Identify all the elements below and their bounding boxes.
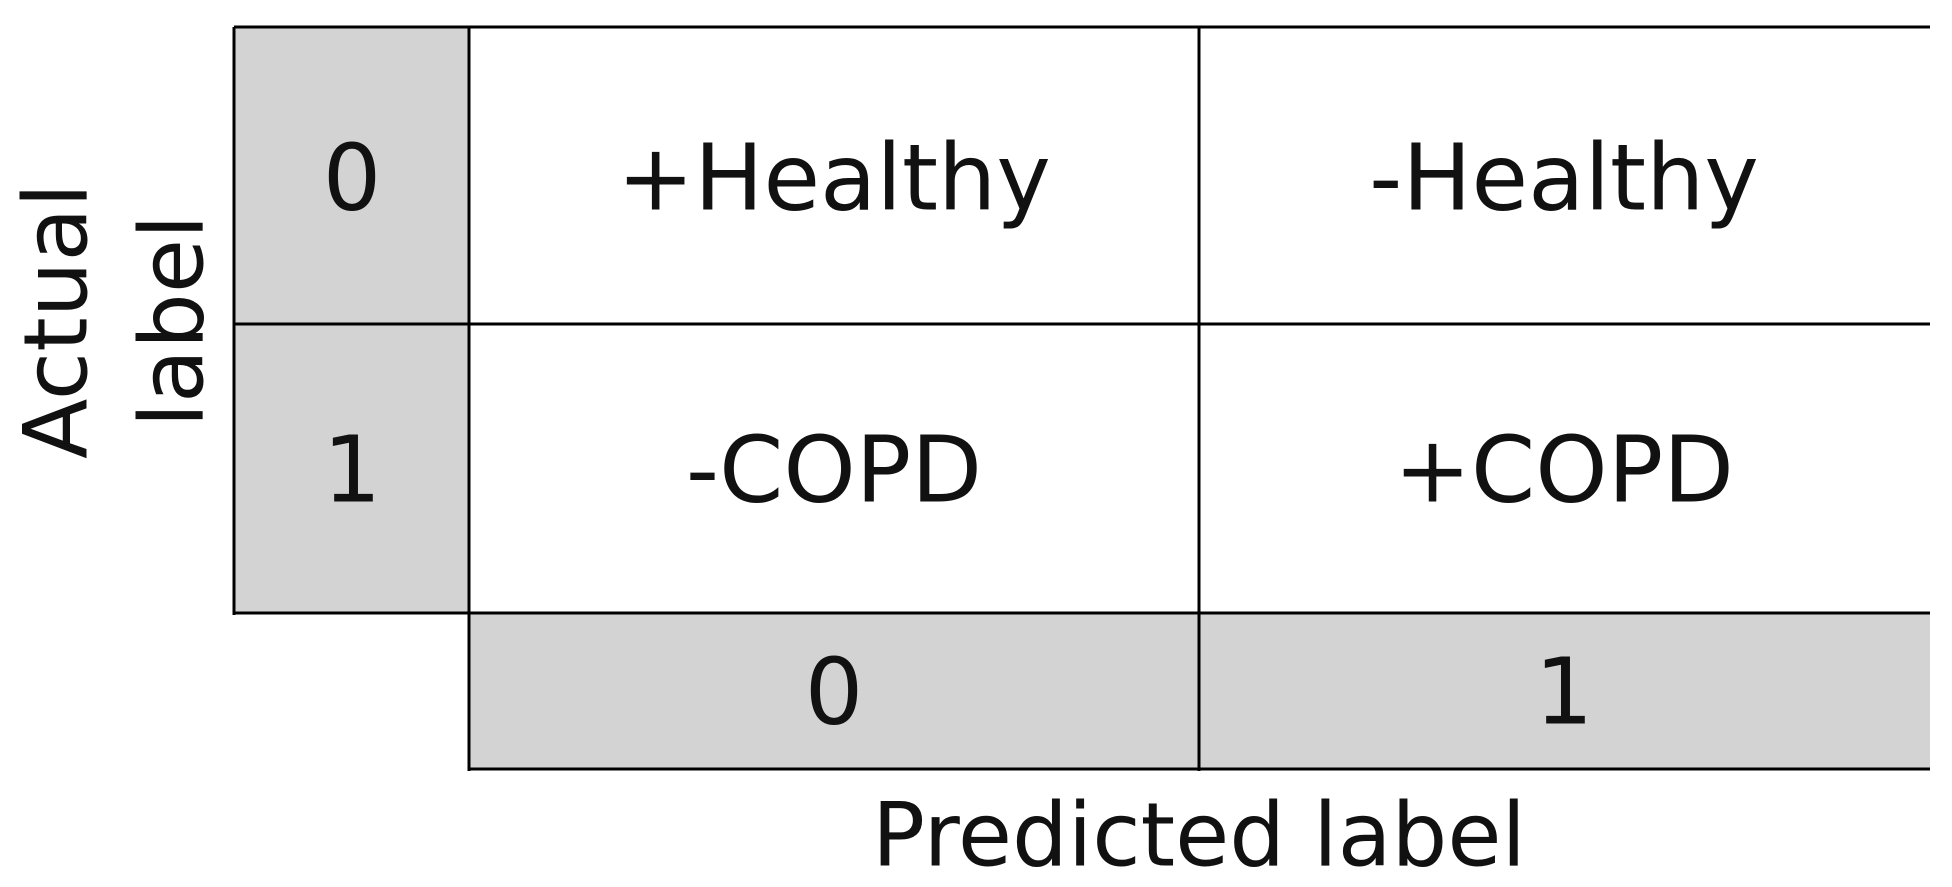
cell: -COPD — [686, 417, 982, 524]
y-axis-label: Actual — [5, 183, 108, 459]
grid — [232, 25, 1930, 771]
y-axis-label: label — [121, 215, 224, 428]
x-axis-label: Predicted label — [872, 784, 1526, 884]
row-header-bg — [234, 27, 469, 613]
col-label: 0 — [805, 639, 864, 746]
cell: +Healthy — [617, 125, 1051, 232]
row-label: 1 — [323, 417, 382, 524]
col-label: 1 — [1535, 639, 1594, 746]
row-label: 0 — [323, 125, 382, 232]
cell: -Healthy — [1369, 125, 1759, 232]
cell: +COPD — [1394, 417, 1734, 524]
